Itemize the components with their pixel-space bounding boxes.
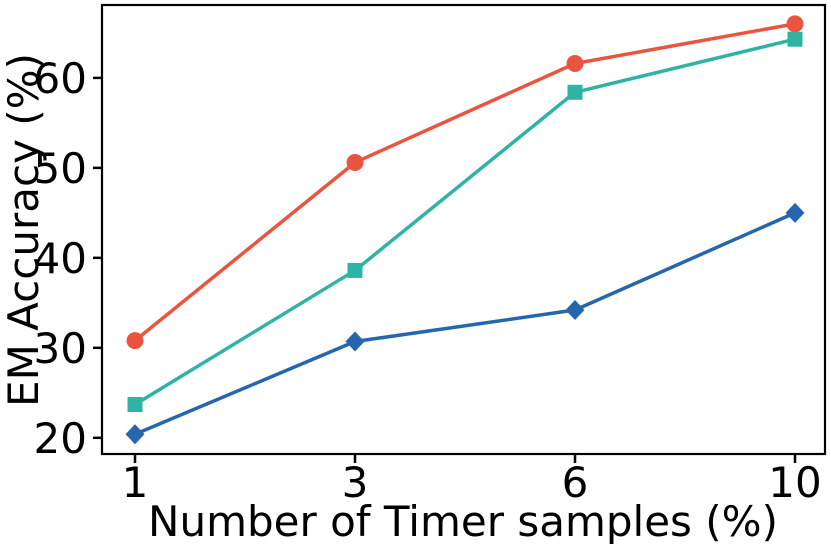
blue-diamond-series-line (133, 211, 797, 436)
x-tick-label: 3 (342, 458, 369, 507)
teal-square-series-marker (347, 262, 363, 278)
y-tick-label: 60 (34, 54, 87, 103)
plot-area: 20 30 40 50 60 1 3 6 10 (34, 3, 827, 507)
teal-square-series-marker (787, 31, 803, 47)
red-circle-series-marker (346, 153, 364, 171)
x-tick-label: 10 (768, 458, 821, 507)
red-circle-series-line (133, 22, 797, 343)
y-axis-label: EM Accuracy (%) (0, 53, 48, 407)
teal-square-series-marker (127, 397, 143, 413)
blue-diamond-series-marker (785, 202, 805, 223)
blue-diamond-series-marker (565, 300, 585, 321)
blue-diamond-series-marker (345, 331, 365, 352)
plot-frame (100, 3, 827, 456)
red-circle-series-marker (786, 15, 804, 33)
blue-diamond-series-marker (125, 424, 145, 445)
y-tick-label: 30 (34, 324, 87, 373)
red-circle-series-marker (126, 332, 144, 350)
teal-square-series-marker (567, 84, 583, 100)
x-axis-label: Number of Timer samples (%) (148, 497, 778, 544)
y-tick-label: 40 (34, 234, 87, 283)
red-circle-series-marker (566, 54, 584, 72)
y-tick-label: 20 (34, 414, 87, 463)
teal-square-series-line (133, 37, 797, 407)
x-tick-label: 1 (122, 458, 149, 507)
x-tick-label: 6 (562, 458, 589, 507)
y-tick-label: 50 (34, 144, 87, 193)
